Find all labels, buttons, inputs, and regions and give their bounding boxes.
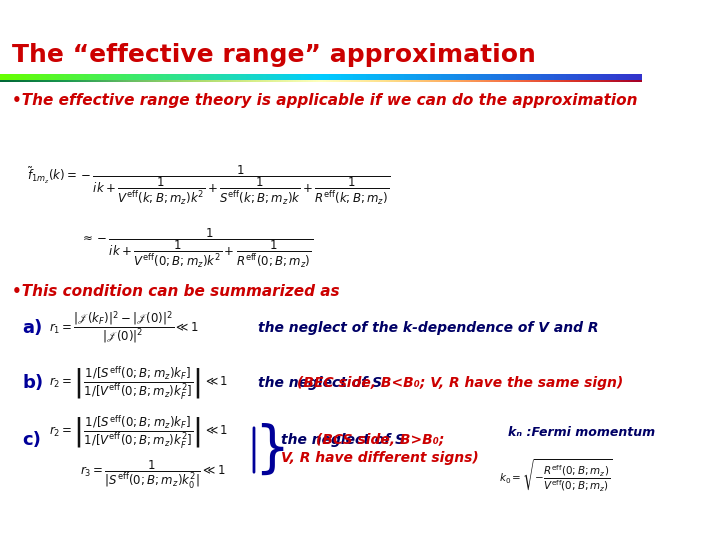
Text: a): a) xyxy=(22,319,42,337)
Text: b): b) xyxy=(22,374,43,392)
Text: $k_0 = \sqrt{-\dfrac{R^{\mathrm{eff}}(0;B;m_z)}{V^{\mathrm{eff}}(0;B;m_z)}}$: $k_0 = \sqrt{-\dfrac{R^{\mathrm{eff}}(0;… xyxy=(499,457,613,493)
Text: kₙ :Fermi momentum: kₙ :Fermi momentum xyxy=(508,426,655,438)
Text: (BEC side, B<B₀; V, R have the same sign): (BEC side, B<B₀; V, R have the same sign… xyxy=(297,376,623,390)
Text: c): c) xyxy=(22,431,41,449)
Text: the neglect of S: the neglect of S xyxy=(281,433,410,447)
Text: }: } xyxy=(254,423,289,477)
Text: $\tilde{f}_{1m_z}(k) = -\dfrac{1}{ik + \dfrac{1}{V^{\mathrm{eff}}(k;B;m_z)k^2}+ : $\tilde{f}_{1m_z}(k) = -\dfrac{1}{ik + \… xyxy=(27,163,390,207)
Text: $r_2 = \left|\dfrac{1/[S^{\mathrm{eff}}(0;B;m_z)k_F]}{1/[V^{\mathrm{eff}}(0;B;m_: $r_2 = \left|\dfrac{1/[S^{\mathrm{eff}}(… xyxy=(49,364,228,402)
Text: $\approx -\dfrac{1}{ik + \dfrac{1}{V^{\mathrm{eff}}(0;B;m_z)k^2}+ \dfrac{1}{R^{\: $\approx -\dfrac{1}{ik + \dfrac{1}{V^{\m… xyxy=(80,226,313,269)
Text: •The effective range theory is applicable if we can do the approximation: •The effective range theory is applicabl… xyxy=(12,92,638,107)
Text: $r_3 = \dfrac{1}{|S^{\mathrm{eff}}(0;B;m_z)k_0^2|} \ll 1$: $r_3 = \dfrac{1}{|S^{\mathrm{eff}}(0;B;m… xyxy=(80,459,226,491)
Text: $r_1 = \dfrac{|\mathscr{J}(k_F)|^2 - |\mathscr{J}(0)|^2}{|\mathscr{J}(0)|^2} \ll: $r_1 = \dfrac{|\mathscr{J}(k_F)|^2 - |\m… xyxy=(49,310,199,346)
Text: the neglect of S: the neglect of S xyxy=(258,376,387,390)
Text: $r_2 = \left|\dfrac{1/[S^{\mathrm{eff}}(0;B;m_z)k_F]}{1/[V^{\mathrm{eff}}(0;B;m_: $r_2 = \left|\dfrac{1/[S^{\mathrm{eff}}(… xyxy=(49,414,228,450)
Text: The “effective range” approximation: The “effective range” approximation xyxy=(12,43,536,67)
Text: V, R have different signs): V, R have different signs) xyxy=(281,451,479,465)
Text: (BCS side, B>B₀;: (BCS side, B>B₀; xyxy=(316,433,445,447)
Text: •This condition can be summarized as: •This condition can be summarized as xyxy=(12,285,340,300)
Text: the neglect of the k-dependence of V and R: the neglect of the k-dependence of V and… xyxy=(258,321,599,335)
